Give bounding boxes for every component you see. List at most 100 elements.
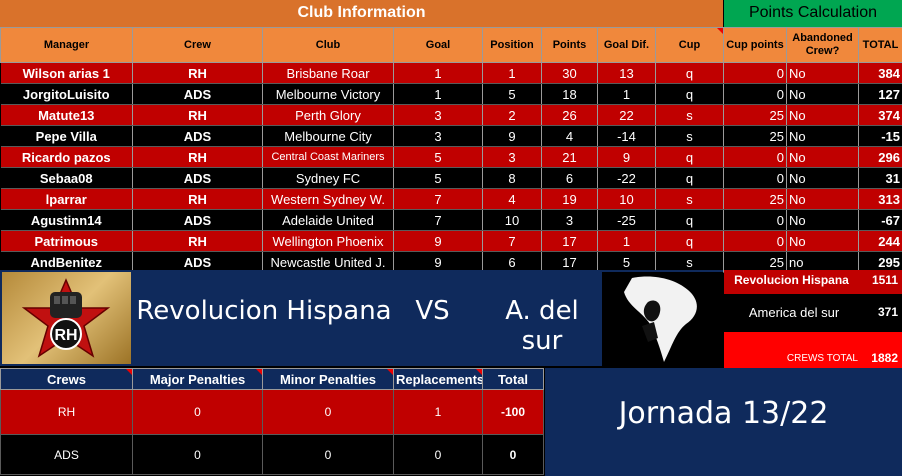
cup-points-cell[interactable]: 25 (723, 251, 787, 273)
goal-cell[interactable]: 5 (393, 146, 483, 168)
club-cell[interactable]: Wellington Phoenix (262, 230, 394, 252)
replacements-cell[interactable]: 1 (393, 389, 483, 435)
position-cell[interactable]: 6 (482, 251, 542, 273)
club-cell[interactable]: Adelaide United (262, 209, 394, 231)
comment-marker-icon[interactable] (126, 369, 132, 375)
crew-cell[interactable]: RH (132, 62, 263, 84)
total-cell[interactable]: 31 (858, 167, 902, 189)
goal-dif-cell[interactable]: 9 (597, 146, 656, 168)
col-crew[interactable]: Crew (132, 27, 263, 63)
col-replacements[interactable]: Replacements (393, 368, 483, 390)
col-manager[interactable]: Manager (0, 27, 133, 63)
col-minor-penalties[interactable]: Minor Penalties (262, 368, 394, 390)
minor-penalties-cell[interactable]: 0 (262, 389, 394, 435)
abandoned-cell[interactable]: No (786, 209, 859, 231)
points-cell[interactable]: 4 (541, 125, 598, 147)
goal-cell[interactable]: 5 (393, 167, 483, 189)
crew-total-cell[interactable]: -100 (482, 389, 544, 435)
crew-cell[interactable]: ADS (132, 209, 263, 231)
position-cell[interactable]: 7 (482, 230, 542, 252)
cup-cell[interactable]: q (655, 146, 724, 168)
cup-points-cell[interactable]: 0 (723, 167, 787, 189)
replacements-cell[interactable]: 0 (393, 434, 483, 475)
cup-points-cell[interactable]: 0 (723, 209, 787, 231)
goal-cell[interactable]: 7 (393, 209, 483, 231)
goal-cell[interactable]: 9 (393, 230, 483, 252)
col-abandoned[interactable]: Abandoned Crew? (786, 27, 859, 63)
comment-marker-icon[interactable] (476, 369, 482, 375)
abandoned-cell[interactable]: No (786, 83, 859, 105)
total-cell[interactable]: -67 (858, 209, 902, 231)
abandoned-cell[interactable]: No (786, 125, 859, 147)
goal-dif-cell[interactable]: 13 (597, 62, 656, 84)
crew-cell[interactable]: ADS (132, 251, 263, 273)
goal-cell[interactable]: 3 (393, 104, 483, 126)
col-points[interactable]: Points (541, 27, 598, 63)
cup-cell[interactable]: s (655, 104, 724, 126)
club-cell[interactable]: Central Coast Mariners (262, 146, 394, 168)
cup-points-cell[interactable]: 25 (723, 104, 787, 126)
goal-dif-cell[interactable]: 1 (597, 230, 656, 252)
position-cell[interactable]: 9 (482, 125, 542, 147)
position-cell[interactable]: 5 (482, 83, 542, 105)
col-major-penalties[interactable]: Major Penalties (132, 368, 263, 390)
crew-cell[interactable]: ADS (132, 167, 263, 189)
total-cell[interactable]: 296 (858, 146, 902, 168)
total-cell[interactable]: 244 (858, 230, 902, 252)
cup-points-cell[interactable]: 0 (723, 62, 787, 84)
cup-cell[interactable]: q (655, 230, 724, 252)
total-cell[interactable]: -15 (858, 125, 902, 147)
crew-total-cell[interactable]: 0 (482, 434, 544, 475)
major-penalties-cell[interactable]: 0 (132, 389, 263, 435)
goal-cell[interactable]: 3 (393, 125, 483, 147)
col-total[interactable]: TOTAL (858, 27, 902, 63)
manager-cell[interactable]: Agustinn14 (0, 209, 133, 231)
club-cell[interactable]: Brisbane Roar (262, 62, 394, 84)
crew-cell[interactable]: RH (132, 230, 263, 252)
goal-dif-cell[interactable]: -22 (597, 167, 656, 189)
col-goal[interactable]: Goal (393, 27, 483, 63)
manager-cell[interactable]: Wilson arias 1 (0, 62, 133, 84)
cup-points-cell[interactable]: 0 (723, 83, 787, 105)
cup-points-cell[interactable]: 25 (723, 188, 787, 210)
major-penalties-cell[interactable]: 0 (132, 434, 263, 475)
cup-cell[interactable]: q (655, 167, 724, 189)
crew-name-cell[interactable]: RH (0, 389, 133, 435)
points-cell[interactable]: 26 (541, 104, 598, 126)
position-cell[interactable]: 2 (482, 104, 542, 126)
total-cell[interactable]: 313 (858, 188, 902, 210)
manager-cell[interactable]: JorgitoLuisito (0, 83, 133, 105)
club-cell[interactable]: Western Sydney W. (262, 188, 394, 210)
crew-cell[interactable]: RH (132, 104, 263, 126)
club-cell[interactable]: Melbourne Victory (262, 83, 394, 105)
points-cell[interactable]: 21 (541, 146, 598, 168)
cup-points-cell[interactable]: 25 (723, 125, 787, 147)
goal-cell[interactable]: 1 (393, 62, 483, 84)
goal-cell[interactable]: 1 (393, 83, 483, 105)
goal-dif-cell[interactable]: 1 (597, 83, 656, 105)
comment-marker-icon[interactable] (717, 28, 723, 34)
crew-cell[interactable]: ADS (132, 83, 263, 105)
points-cell[interactable]: 18 (541, 83, 598, 105)
crew-cell[interactable]: RH (132, 188, 263, 210)
col-cup[interactable]: Cup (655, 27, 724, 63)
club-cell[interactable]: Sydney FC (262, 167, 394, 189)
goal-dif-cell[interactable]: -14 (597, 125, 656, 147)
manager-cell[interactable]: lparrar (0, 188, 133, 210)
points-cell[interactable]: 17 (541, 230, 598, 252)
club-cell[interactable]: Perth Glory (262, 104, 394, 126)
cup-cell[interactable]: q (655, 209, 724, 231)
total-cell[interactable]: 384 (858, 62, 902, 84)
goal-dif-cell[interactable]: 10 (597, 188, 656, 210)
col-crew-total[interactable]: Total (482, 368, 544, 390)
crew-cell[interactable]: RH (132, 146, 263, 168)
cup-cell[interactable]: q (655, 83, 724, 105)
abandoned-cell[interactable]: No (786, 146, 859, 168)
position-cell[interactable]: 1 (482, 62, 542, 84)
comment-marker-icon[interactable] (387, 369, 393, 375)
goal-cell[interactable]: 7 (393, 188, 483, 210)
comment-marker-icon[interactable] (256, 369, 262, 375)
abandoned-cell[interactable]: No (786, 167, 859, 189)
abandoned-cell[interactable]: no (786, 251, 859, 273)
manager-cell[interactable]: Pepe Villa (0, 125, 133, 147)
